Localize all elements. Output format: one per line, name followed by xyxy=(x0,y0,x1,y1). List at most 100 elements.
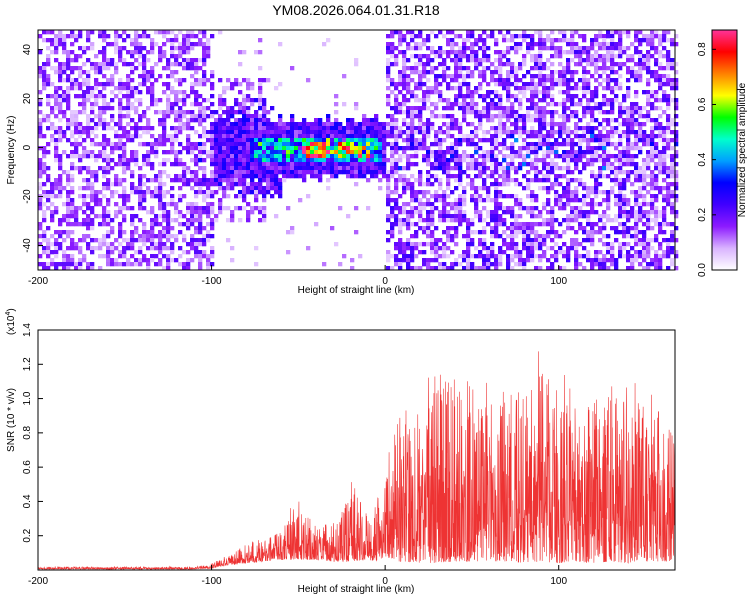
spectrogram-cell xyxy=(426,98,431,103)
spectrogram-cell xyxy=(522,138,527,143)
spectrogram-cell xyxy=(466,102,471,107)
spectrogram-cell xyxy=(190,170,195,175)
spectrogram-cell xyxy=(546,150,551,155)
spectrogram-cell xyxy=(586,126,591,131)
spectrogram-cell xyxy=(182,238,187,243)
spectrogram-cell xyxy=(470,162,475,167)
spectrogram-cell xyxy=(490,118,495,123)
spectrogram-cell xyxy=(522,114,527,119)
spectrogram-cell xyxy=(110,74,115,79)
spectrogram-cell xyxy=(434,130,439,135)
spectrogram-cell xyxy=(62,38,67,43)
spectrogram-cell xyxy=(74,142,79,147)
spectrogram-cell xyxy=(274,142,279,147)
spectrogram-cell xyxy=(454,74,459,79)
spectrogram-cell xyxy=(154,222,159,227)
spectrogram-cell xyxy=(510,62,515,67)
spectrogram-cell xyxy=(602,86,607,91)
spectrogram-cell xyxy=(394,94,399,99)
spectrogram-cell xyxy=(614,230,619,235)
spectrogram-cell xyxy=(374,142,379,147)
spectrogram-cell xyxy=(546,130,551,135)
spectrogram-cell xyxy=(390,30,395,35)
spectrogram-cell xyxy=(258,78,263,83)
spectrogram-cell xyxy=(662,186,667,191)
spectrogram-cell xyxy=(158,238,163,243)
spectrogram-cell xyxy=(58,186,63,191)
spectrogram-cell xyxy=(38,118,43,123)
spectrogram-cell xyxy=(86,246,91,251)
spectrogram-cell xyxy=(334,142,339,147)
spectrogram-cell xyxy=(466,258,471,263)
spectrogram-cell xyxy=(598,214,603,219)
spectrogram-cell xyxy=(354,134,359,139)
spectrogram-cell xyxy=(442,70,447,75)
spectrogram-cell xyxy=(46,198,51,203)
spectrogram-cell xyxy=(46,94,51,99)
spectrogram-cell xyxy=(558,134,563,139)
spectrogram-cell xyxy=(78,74,83,79)
spectrogram-cell xyxy=(546,146,551,151)
spectrogram-cell xyxy=(66,218,71,223)
spectrogram-cell xyxy=(482,138,487,143)
spectrogram-cell xyxy=(386,254,391,259)
spectrogram-cell xyxy=(58,194,63,199)
spectrogram-cell xyxy=(194,158,199,163)
spectrogram-cell xyxy=(554,138,559,143)
spectrogram-cell xyxy=(142,238,147,243)
spectrogram-cell xyxy=(514,74,519,79)
spectrogram-cell xyxy=(238,154,243,159)
spectrogram-cell xyxy=(538,170,543,175)
spectrogram-cell xyxy=(438,214,443,219)
spectrogram-cell xyxy=(218,114,223,119)
spectrogram-cell xyxy=(198,134,203,139)
spectrogram-cell xyxy=(174,174,179,179)
spectrogram-cell xyxy=(506,46,511,51)
spectrogram-cell xyxy=(390,34,395,39)
spectrogram-cell xyxy=(286,166,291,171)
spectrogram-cell xyxy=(566,90,571,95)
spectrogram-cell xyxy=(574,198,579,203)
spectrogram-cell xyxy=(474,266,479,271)
spectrogram-cell xyxy=(246,158,251,163)
spectrogram-cell xyxy=(290,174,295,179)
spectrogram-cell xyxy=(242,102,247,107)
spectrogram-cell xyxy=(542,118,547,123)
spectrogram-cell xyxy=(62,238,67,243)
spectrogram-cell xyxy=(574,134,579,139)
spectrogram-cell xyxy=(90,130,95,135)
spectrogram-cell xyxy=(590,150,595,155)
spectrogram-cell xyxy=(566,134,571,139)
spectrogram-cell xyxy=(354,138,359,143)
spectrogram-cell xyxy=(46,98,51,103)
spectrogram-cell xyxy=(130,138,135,143)
spectrogram-cell xyxy=(598,102,603,107)
spectrogram-cell xyxy=(478,46,483,51)
spectrogram-cell xyxy=(206,190,211,195)
spectrogram-cell xyxy=(638,38,643,43)
spectrogram-cell xyxy=(202,170,207,175)
spectrogram-cell xyxy=(630,154,635,159)
spectrogram-cell xyxy=(122,170,127,175)
spectrogram-cell xyxy=(354,174,359,179)
spectrogram-cell xyxy=(134,186,139,191)
spectrogram-cell xyxy=(578,150,583,155)
spectrogram-cell xyxy=(634,174,639,179)
spectrogram-cell xyxy=(210,194,215,199)
spectrogram-cell xyxy=(266,154,271,159)
spectrogram-cell xyxy=(366,134,371,139)
spectrogram-cell xyxy=(402,34,407,39)
spectrogram-cell xyxy=(506,94,511,99)
spectrogram-cell xyxy=(418,58,423,63)
spectrogram-cell xyxy=(554,234,559,239)
spectrogram-cell xyxy=(658,106,663,111)
spectrogram-cell xyxy=(290,130,295,135)
spectrogram-cell xyxy=(550,218,555,223)
spectrogram-cell xyxy=(66,106,71,111)
spectrogram-cell xyxy=(530,58,535,63)
spectrogram-cell xyxy=(86,166,91,171)
spectrogram-cell xyxy=(550,30,555,35)
spectrogram-cell xyxy=(534,54,539,59)
spectrogram-cell xyxy=(114,142,119,147)
spectrogram-cell xyxy=(606,98,611,103)
